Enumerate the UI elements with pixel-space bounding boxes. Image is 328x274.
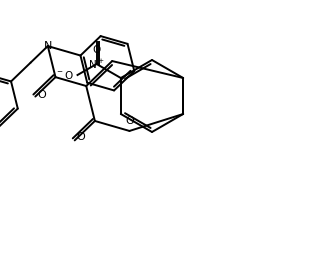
Text: O: O xyxy=(77,132,86,142)
Text: O: O xyxy=(92,45,101,55)
Text: N: N xyxy=(44,41,52,51)
Text: $^-$O: $^-$O xyxy=(54,69,73,81)
Text: N$^+$: N$^+$ xyxy=(88,58,105,70)
Text: O: O xyxy=(125,116,134,126)
Text: O: O xyxy=(37,90,46,99)
